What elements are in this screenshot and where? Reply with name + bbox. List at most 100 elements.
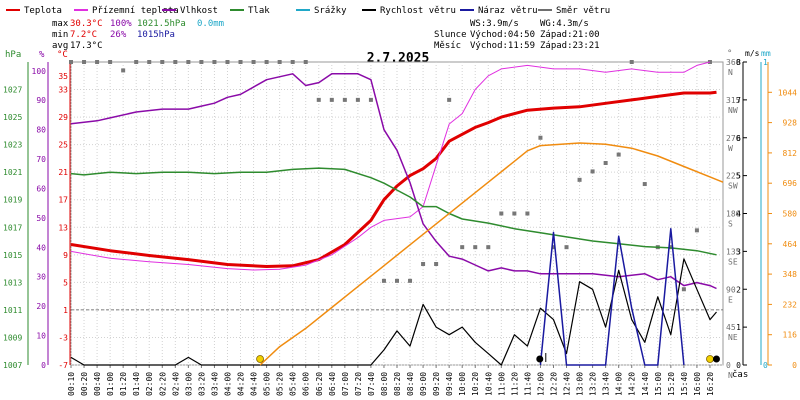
series-line (70, 73, 717, 290)
wind-direction-point (212, 60, 217, 64)
wind-direction-point (434, 262, 439, 266)
tick-direction: 360 (726, 58, 741, 67)
wind-ws: WS:3.9m/s (470, 19, 519, 29)
unit-ms: m/s (745, 49, 760, 58)
tick-time: 12:00 (536, 372, 545, 396)
legend-label: Náraz větru (478, 6, 538, 16)
tick-humidity: 80 (36, 126, 46, 135)
tick-temperature: -3 (58, 333, 68, 342)
wind-direction-point (603, 161, 608, 165)
tick-time: 10:20 (471, 372, 480, 396)
tick-time: 07:00 (341, 372, 350, 396)
wind-direction-point (264, 60, 269, 64)
tick-time: 06:20 (315, 372, 324, 396)
tick-rain: 0 (763, 361, 768, 370)
stat-max-press: 1021.5hPa (137, 19, 186, 29)
tick-time: 05:00 (263, 372, 272, 396)
tick-humidity: 90 (36, 96, 46, 105)
wind-direction-point (121, 68, 126, 73)
stat-avg-label: avg (52, 41, 68, 51)
wind-direction-point (538, 135, 543, 140)
markers (256, 353, 720, 363)
wind-direction-point (486, 245, 491, 250)
tick-direction: 0 (726, 361, 731, 370)
wind-direction-point (186, 60, 191, 64)
tick-time: 08:00 (380, 372, 389, 396)
stat-max-hum: 100% (110, 19, 132, 29)
tick-time: 00:40 (93, 372, 102, 396)
sun-set: Západ:21:00 (540, 30, 600, 40)
wind-direction-point (82, 60, 87, 64)
series-line (70, 258, 717, 366)
tick-temperature: 21 (58, 168, 68, 177)
tick-direction: 225 (726, 172, 741, 181)
tick-time: 08:20 (393, 372, 402, 396)
tick-time: 13:20 (589, 372, 598, 396)
wind-direction-point (381, 278, 386, 283)
tick-rain: 1 (763, 58, 768, 67)
wind-direction-point (590, 169, 595, 174)
wind-direction-point (368, 97, 373, 102)
sun-moon-panel: WS:3.9m/s WG:4.3m/s Slunce Východ:04:50 … (434, 19, 600, 51)
legend-label: Tlak (248, 6, 270, 16)
stat-avg-temp: 17.3°C (70, 41, 103, 51)
tick-time: 11:00 (497, 372, 506, 396)
unit-hpa: hPa (5, 50, 21, 60)
wind-direction-point (95, 60, 100, 64)
tick-time: 09:00 (419, 372, 428, 396)
tick-time: 07:40 (367, 372, 376, 396)
tick-solar: 464 (783, 240, 798, 249)
tick-time: 05:20 (276, 372, 285, 396)
tick-temperature: 9 (63, 251, 68, 260)
tick-humidity: 100 (32, 67, 47, 76)
wind-direction-point (173, 60, 178, 64)
tick-direction: 90 (726, 285, 736, 294)
tick-time: 04:00 (223, 372, 232, 396)
tick-time: 12:40 (563, 372, 572, 396)
series (69, 60, 724, 366)
stat-max-label: max (52, 19, 69, 29)
wind-direction-point (512, 211, 517, 216)
tick-time: 14:20 (628, 372, 637, 396)
tick-solar: 812 (783, 149, 798, 158)
tick-time: 07:20 (354, 372, 363, 396)
wind-direction-point (447, 97, 452, 102)
chart-date: 2.7.2025 (367, 51, 430, 66)
legend-label: Vlhkost (180, 6, 218, 16)
tick-humidity: 50 (36, 214, 46, 223)
tick-wind: 8 (736, 58, 741, 67)
tick-direction: 315 (726, 96, 741, 105)
wind-direction-point (694, 228, 699, 233)
series-line (70, 90, 717, 268)
wind-direction-point (199, 60, 204, 64)
series-line (70, 61, 711, 271)
tick-direction: 45 (726, 323, 736, 332)
unit-pct: % (39, 50, 45, 60)
tick-humidity: 70 (36, 155, 46, 164)
wind-direction-point (616, 152, 621, 157)
wind-direction-point (460, 245, 465, 250)
tick-humidity: 40 (36, 243, 46, 252)
tick-wind: 7 (736, 96, 741, 105)
tick-solar: 0 (792, 361, 797, 370)
unit-degc: °C (57, 50, 68, 60)
moon-label: Měsíc (434, 41, 461, 51)
tick-temperature: 13 (58, 223, 68, 232)
tick-time: 02:00 (145, 372, 154, 396)
stat-max-temp: 30.3°C (70, 19, 103, 29)
tick-humidity: 0 (41, 361, 46, 370)
tick-wind: 4 (736, 210, 741, 219)
wind-direction-point (577, 177, 582, 182)
tick-time: 15:40 (680, 372, 689, 396)
tick-solar: 696 (783, 179, 798, 188)
tick-wind: 2 (736, 285, 741, 294)
tick-time: 11:20 (510, 372, 519, 396)
tick-time: 08:40 (406, 372, 415, 396)
wind-direction-point (251, 60, 256, 64)
tick-solar: 116 (783, 331, 798, 340)
tick-direction-label: NW (728, 106, 738, 115)
tick-direction-label: SW (728, 182, 738, 191)
wind-direction-point (108, 60, 113, 64)
moon-set: Západ:23:21 (540, 41, 600, 51)
tick-direction-label: SE (728, 257, 738, 266)
